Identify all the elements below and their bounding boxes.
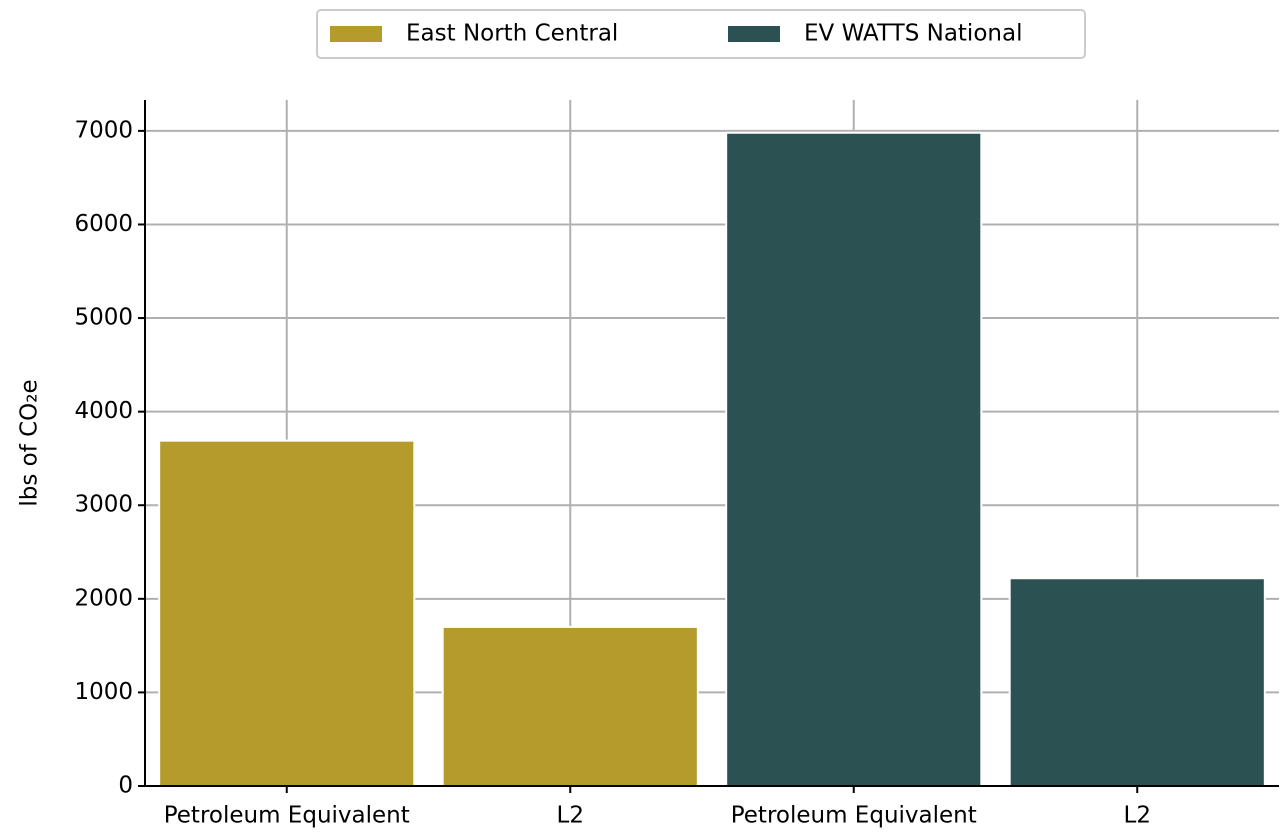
y-tick-label: 7000 — [74, 117, 133, 143]
y-tick-label: 4000 — [74, 398, 133, 424]
bar — [441, 625, 699, 787]
y-tick-label: 5000 — [74, 305, 133, 331]
y-tick-label: 3000 — [74, 492, 133, 518]
y-tick-label: 6000 — [74, 211, 133, 237]
legend-swatch — [728, 26, 780, 42]
x-tick-label: L2 — [1124, 803, 1151, 829]
legend-label: East North Central — [406, 21, 618, 47]
bar — [158, 439, 416, 787]
y-tick-label: 2000 — [74, 585, 133, 611]
x-tick-label: Petroleum Equivalent — [164, 803, 410, 829]
x-tick-label: Petroleum Equivalent — [731, 803, 977, 829]
bar — [1008, 577, 1266, 788]
legend-box — [316, 9, 1086, 59]
bar — [725, 131, 983, 787]
y-axis-label: lbs of CO₂e — [17, 379, 43, 506]
y-tick-label: 0 — [118, 773, 133, 799]
legend-swatch — [330, 26, 382, 42]
legend-label: EV WATTS National — [804, 21, 1022, 47]
y-tick-label: 1000 — [74, 679, 133, 705]
x-tick-label: L2 — [557, 803, 584, 829]
